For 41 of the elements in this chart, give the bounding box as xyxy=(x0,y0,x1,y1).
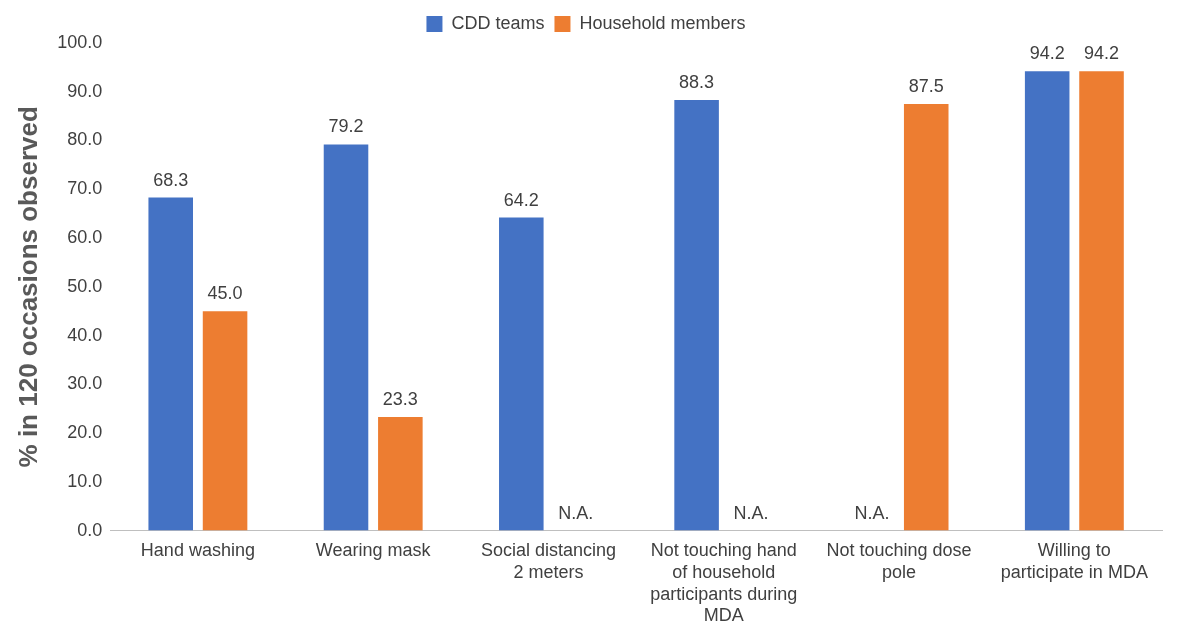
x-tick-label: Not touching dose pole xyxy=(826,540,972,582)
bar xyxy=(903,103,949,531)
text: N.A. xyxy=(854,502,890,523)
data-label: 94.2 xyxy=(1029,43,1065,64)
y-tick-label: 40.0 xyxy=(67,324,103,345)
y-tick-label: 100.0 xyxy=(57,31,103,52)
bar xyxy=(1024,71,1070,531)
x-tick-label: Hand washing xyxy=(140,540,255,561)
y-tick-label: 20.0 xyxy=(67,422,103,443)
text: N.A. xyxy=(733,502,769,523)
bar xyxy=(674,100,719,531)
y-tick-label: 90.0 xyxy=(67,80,103,101)
data-label: 87.5 xyxy=(908,75,944,96)
y-tick-label: 80.0 xyxy=(67,129,103,150)
data-label: 79.2 xyxy=(328,116,364,137)
bar xyxy=(499,217,544,531)
y-axis-title: % in 120 occasions observed xyxy=(12,106,43,468)
x-tick-label: Social distancing 2 meters xyxy=(480,540,617,582)
data-label: 88.3 xyxy=(679,72,715,93)
y-tick-label: 50.0 xyxy=(67,275,103,296)
y-tick-label: 60.0 xyxy=(67,227,103,248)
data-label: 94.2 xyxy=(1084,43,1120,64)
data-label: 64.2 xyxy=(503,189,539,210)
y-tick-label: 70.0 xyxy=(67,178,103,199)
y-tick-label: 30.0 xyxy=(67,373,103,394)
x-tick-label: Willing to participate in MDA xyxy=(1000,540,1148,582)
legend-label: Household members xyxy=(579,12,746,33)
text: N.A. xyxy=(558,502,594,523)
data-label: 68.3 xyxy=(153,169,189,190)
bar xyxy=(378,416,423,531)
bar xyxy=(1079,71,1124,531)
x-tick-label: Not touching hand of household participants during MDA xyxy=(650,540,798,626)
x-tick-label: Wearing mask xyxy=(315,540,432,561)
bar xyxy=(323,144,369,531)
legend-label: CDD teams xyxy=(451,12,545,33)
y-tick-label: 10.0 xyxy=(67,470,103,491)
data-label: 23.3 xyxy=(382,388,418,409)
bar xyxy=(202,311,248,531)
bar xyxy=(148,197,193,531)
data-label: 45.0 xyxy=(207,283,243,304)
y-tick-label: 0.0 xyxy=(77,519,103,540)
